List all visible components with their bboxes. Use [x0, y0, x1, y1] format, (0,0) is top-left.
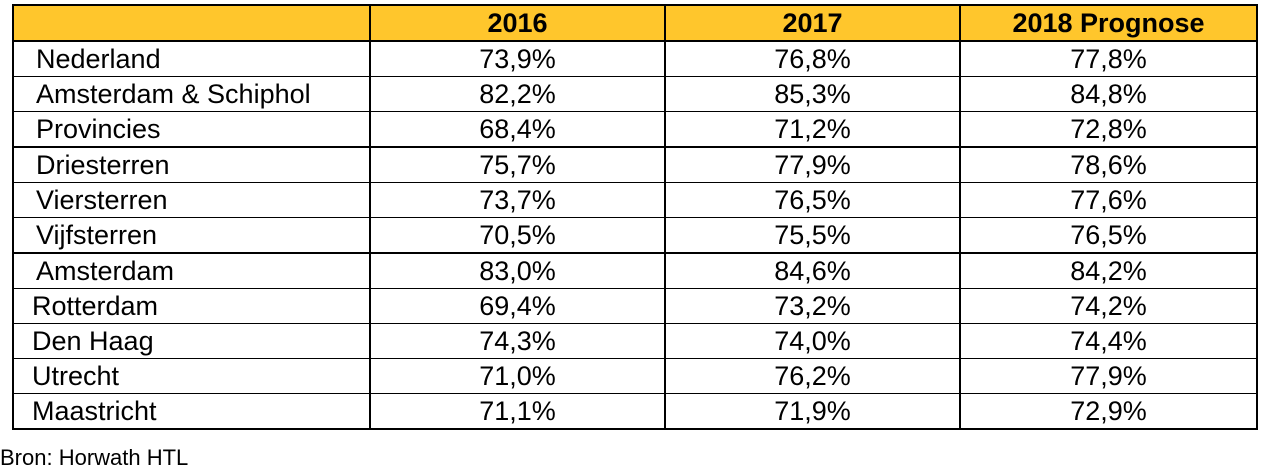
value-cell: 69,4%: [369, 288, 666, 324]
row-label: Rotterdam: [12, 288, 371, 324]
table-row: Amsterdam & Schiphol 82,2% 85,3% 84,8%: [12, 76, 1258, 112]
value-cell: 77,9%: [664, 146, 961, 183]
value-cell: 74,4%: [959, 323, 1258, 359]
row-label: Utrecht: [12, 358, 371, 394]
value-cell: 72,8%: [959, 111, 1258, 148]
value-cell: 74,2%: [959, 288, 1258, 324]
table-row: Amsterdam 83,0% 84,6% 84,2%: [12, 252, 1258, 289]
value-cell: 76,5%: [959, 217, 1258, 254]
row-label: Vijfsterren: [12, 217, 371, 254]
header-cell-2016: 2016: [369, 4, 666, 42]
value-cell: 77,8%: [959, 40, 1258, 77]
value-cell: 77,9%: [959, 358, 1258, 394]
row-label: Driesterren: [12, 146, 371, 183]
value-cell: 84,8%: [959, 76, 1258, 112]
value-cell: 78,6%: [959, 146, 1258, 183]
header-cell-2017: 2017: [664, 4, 961, 42]
source-note: Bron: Horwath HTL: [0, 445, 189, 470]
table-row: Maastricht 71,1% 71,9% 72,9%: [12, 393, 1258, 430]
value-cell: 83,0%: [369, 252, 666, 289]
row-label: Maastricht: [12, 393, 371, 430]
table-row: Den Haag 74,3% 74,0% 74,4%: [12, 323, 1258, 359]
value-cell: 84,6%: [664, 252, 961, 289]
value-cell: 70,5%: [369, 217, 666, 254]
value-cell: 76,5%: [664, 182, 961, 218]
row-label: Viersterren: [12, 182, 371, 218]
table-row: Provincies 68,4% 71,2% 72,8%: [12, 111, 1258, 148]
value-cell: 75,7%: [369, 146, 666, 183]
header-cell-label: [12, 4, 371, 42]
table-row: Driesterren 75,7% 77,9% 78,6%: [12, 146, 1258, 183]
row-label: Amsterdam & Schiphol: [12, 76, 371, 112]
table-row: Vijfsterren 70,5% 75,5% 76,5%: [12, 217, 1258, 254]
row-label: Nederland: [12, 40, 371, 77]
row-label: Amsterdam: [12, 252, 371, 289]
value-cell: 71,2%: [664, 111, 961, 148]
table-row: Viersterren 73,7% 76,5% 77,6%: [12, 182, 1258, 218]
value-cell: 73,9%: [369, 40, 666, 77]
value-cell: 74,3%: [369, 323, 666, 359]
table-body: Nederland 73,9% 76,8% 77,8% Amsterdam & Schi…: [12, 40, 1258, 430]
value-cell: 85,3%: [664, 76, 961, 112]
value-cell: 74,0%: [664, 323, 961, 359]
table-header-row: 2016 2017 2018 Prognose: [12, 4, 1258, 42]
occupancy-table: 2016 2017 2018 Prognose Nederland 73,9% 76…: [12, 4, 1258, 430]
value-cell: 73,7%: [369, 182, 666, 218]
value-cell: 71,9%: [664, 393, 961, 430]
table-row: Utrecht 71,0% 76,2% 77,9%: [12, 358, 1258, 394]
value-cell: 84,2%: [959, 252, 1258, 289]
value-cell: 71,1%: [369, 393, 666, 430]
value-cell: 76,2%: [664, 358, 961, 394]
value-cell: 72,9%: [959, 393, 1258, 430]
value-cell: 77,6%: [959, 182, 1258, 218]
table-row: Rotterdam 69,4% 73,2% 74,2%: [12, 288, 1258, 324]
table-row: Nederland 73,9% 76,8% 77,8%: [12, 40, 1258, 77]
value-cell: 82,2%: [369, 76, 666, 112]
row-label: Provincies: [12, 111, 371, 148]
value-cell: 68,4%: [369, 111, 666, 148]
row-label: Den Haag: [12, 323, 371, 359]
value-cell: 76,8%: [664, 40, 961, 77]
value-cell: 73,2%: [664, 288, 961, 324]
value-cell: 71,0%: [369, 358, 666, 394]
header-cell-2018-prognose: 2018 Prognose: [959, 4, 1258, 42]
value-cell: 75,5%: [664, 217, 961, 254]
occupancy-table-container: 2016 2017 2018 Prognose Nederland 73,9% 76…: [12, 4, 1258, 430]
